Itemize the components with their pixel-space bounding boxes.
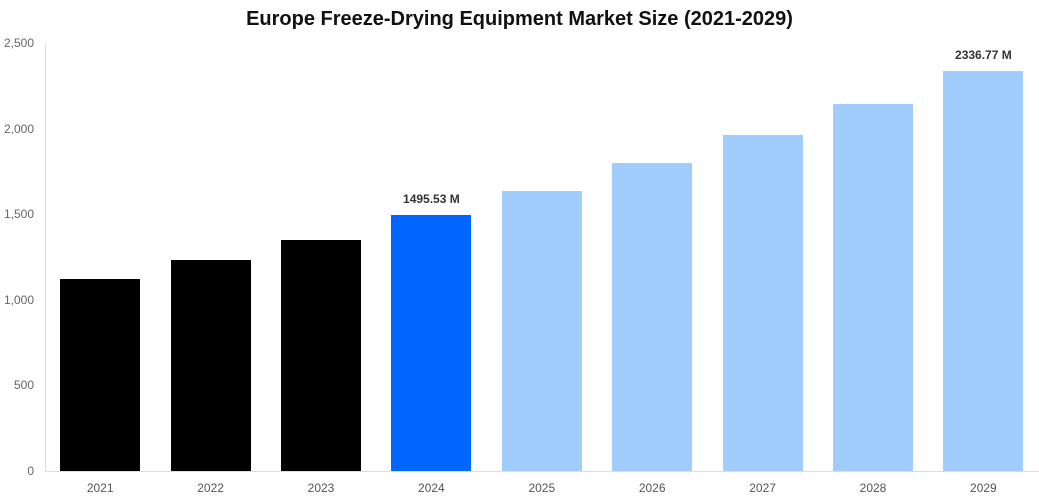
x-axis-line (45, 471, 1039, 472)
y-tick-label: 2,000 (3, 121, 34, 136)
x-tick-label: 2023 (307, 481, 335, 495)
data-label-2024: 1495.53 M (403, 191, 460, 206)
x-tick-label: 2022 (197, 481, 224, 495)
bar-2025[interactable] (501, 190, 582, 471)
bar-2022[interactable] (170, 260, 251, 471)
y-tick-label: 1,000 (3, 292, 34, 307)
y-tick-label: 500 (13, 378, 34, 393)
x-tick-label: 2028 (859, 481, 887, 495)
bar-2028[interactable] (833, 103, 913, 471)
y-tick-label: 2,500 (3, 36, 34, 50)
y-tick-label: 0 (27, 464, 34, 478)
data-label-2029: 2336.77 M (955, 47, 1012, 62)
x-tick-label: 2026 (638, 481, 666, 495)
y-axis-line (45, 43, 46, 471)
bar-2024[interactable] (391, 214, 472, 471)
y-tick-label: 1,500 (3, 207, 34, 222)
bar-2027[interactable] (722, 134, 803, 471)
chart-title: Europe Freeze-Drying Equipment Market Si… (246, 8, 793, 30)
x-tick-label: 2029 (970, 481, 997, 495)
x-tick-label: 2027 (749, 481, 776, 495)
bar-2026[interactable] (612, 163, 693, 471)
x-tick-label: 2025 (528, 481, 556, 495)
bar-2029[interactable] (943, 70, 1024, 471)
x-tick-label: 2024 (418, 481, 445, 495)
x-tick-label: 2021 (86, 481, 114, 495)
bar-2023[interactable] (281, 239, 361, 471)
bar-2021[interactable] (60, 278, 141, 471)
